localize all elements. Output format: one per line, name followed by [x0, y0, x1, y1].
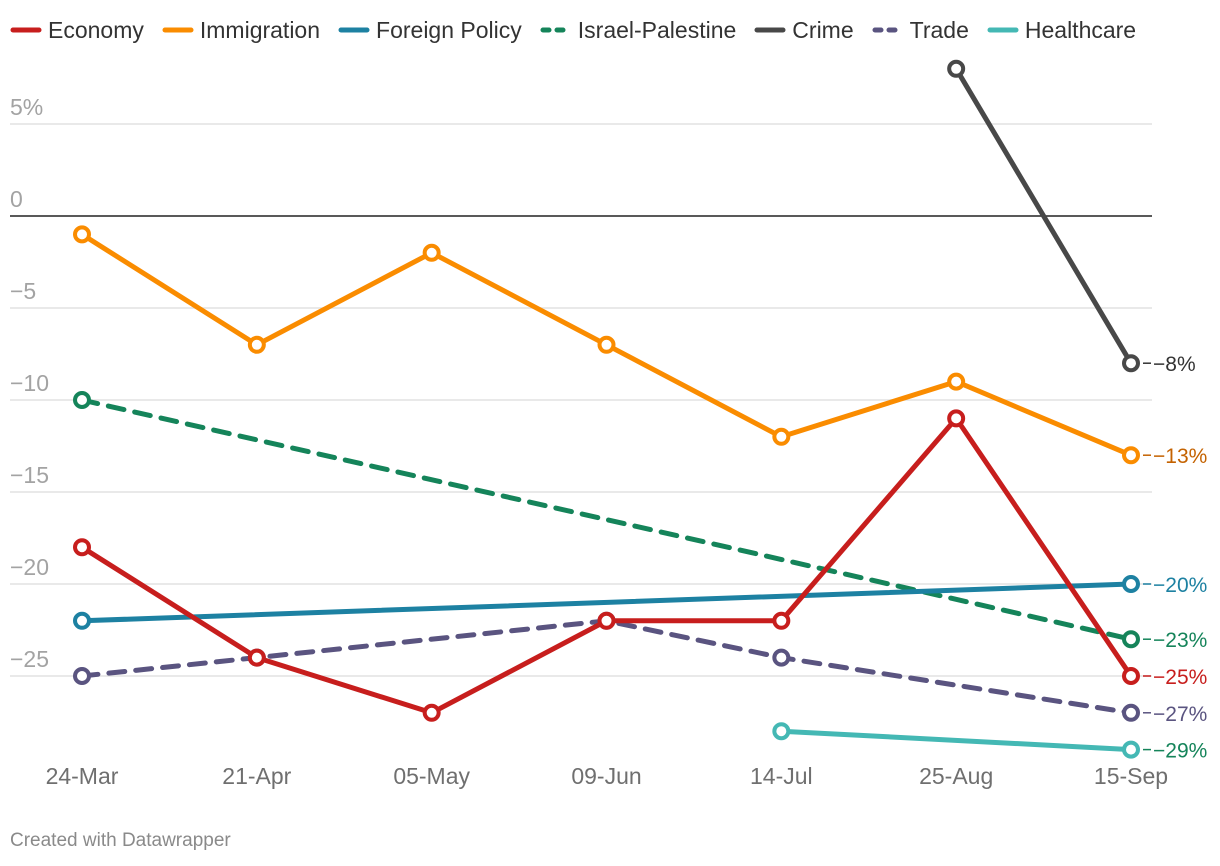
x-tick-label: 15-Sep [1094, 763, 1168, 789]
x-tick-label: 05-May [393, 763, 470, 789]
y-tick-label: 5% [10, 94, 43, 120]
data-point-crime [947, 59, 966, 78]
data-point-healthcare [1122, 740, 1140, 759]
data-point-economy [597, 611, 616, 630]
legend-label-immigration: Immigration [199, 16, 321, 43]
data-point-immigration [772, 427, 791, 446]
x-axis-tick-labels: 24-Mar 21-Apr 05-May 09-Jun 14-Jul 25-Aug 15-S… [46, 763, 1169, 789]
legend-label-foreign-policy: Foreign Policy [376, 16, 522, 43]
data-point-immigration [73, 225, 91, 244]
legend-item-foreign-policy: Foreign Policy [338, 17, 522, 44]
data-point-economy [247, 648, 266, 667]
legend-label-crime: Crime [792, 16, 854, 43]
legend-swatch-trade [872, 27, 904, 33]
legend-swatch-healthcare [987, 27, 1019, 33]
y-tick-label: −10 [10, 370, 49, 396]
x-tick-label: 25-Aug [919, 763, 993, 789]
end-label-crime: −8% [1153, 353, 1196, 376]
legend-item-economy: Economy [10, 17, 144, 44]
x-tick-label: 14-Jul [750, 763, 813, 789]
y-tick-label: −20 [10, 554, 49, 580]
y-tick-label: −25 [10, 646, 49, 672]
legend-swatch-israel-palestine [540, 27, 572, 33]
data-point-israel-palestine [1122, 630, 1140, 649]
legend-item-crime: Crime [754, 16, 854, 44]
legend-swatch-economy [10, 27, 42, 33]
y-tick-label: 0 [10, 186, 23, 212]
data-point-economy [772, 611, 791, 630]
series-line-foreign-policy [79, 581, 1134, 624]
legend-swatch-foreign-policy [338, 27, 370, 33]
series-line-healthcare [778, 728, 1134, 753]
y-tick-label: −15 [10, 462, 49, 488]
series-line-economy [79, 415, 1134, 716]
end-labels: −29% −27% −8% −23% −20% −13% −25% [1143, 353, 1207, 763]
legend-label-economy: Economy [48, 16, 144, 43]
x-tick-label: 09-Jun [571, 763, 641, 789]
data-point-economy [73, 538, 91, 557]
y-axis-tick-labels: 5% 0 −5 −10 −15 −20 −25 [10, 94, 49, 672]
legend-label-israel-palestine: Israel-Palestine [577, 16, 737, 43]
x-tick-label: 24-Mar [46, 763, 119, 789]
legend-item-immigration: Immigration [162, 17, 320, 44]
end-label-healthcare: −29% [1153, 740, 1207, 763]
end-label-economy: −25% [1153, 666, 1207, 689]
data-point-economy [1122, 667, 1140, 685]
data-point-trade [772, 648, 791, 667]
data-point-immigration [1122, 446, 1140, 465]
legend-swatch-crime [754, 27, 786, 33]
y-tick-label: −5 [10, 278, 36, 304]
data-point-foreign-policy [73, 611, 91, 630]
gridlines [10, 123, 1152, 677]
series-line-israel-palestine [79, 397, 1134, 642]
legend-item-healthcare: Healthcare [987, 17, 1136, 44]
end-label-trade: −27% [1153, 703, 1207, 726]
series-lines [79, 66, 1134, 753]
legend-label-healthcare: Healthcare [1024, 16, 1137, 43]
series-points [73, 59, 1140, 759]
data-point-trade [1122, 703, 1140, 722]
data-point-immigration [947, 372, 966, 391]
data-point-healthcare [772, 722, 791, 741]
legend-item-trade: Trade [872, 17, 969, 44]
data-point-crime [1122, 354, 1140, 373]
end-label-israel-palestine: −23% [1153, 629, 1207, 652]
data-point-israel-palestine [73, 391, 91, 409]
data-point-immigration [247, 335, 266, 354]
legend-label-trade: Trade [909, 16, 969, 43]
x-tick-label: 21-Apr [222, 763, 291, 789]
data-point-immigration [422, 243, 441, 262]
series-line-crime [953, 66, 1134, 366]
series-line-trade [79, 618, 1134, 716]
end-label-immigration: −13% [1153, 445, 1207, 468]
legend-swatch-immigration [162, 27, 194, 33]
data-point-economy [422, 703, 441, 722]
data-point-economy [947, 409, 966, 428]
legend-item-israel-palestine: Israel-Palestine [540, 16, 737, 44]
data-point-foreign-policy [1122, 575, 1140, 593]
credit-text: Created with Datawrapper [10, 830, 231, 851]
data-point-immigration [597, 335, 616, 354]
end-label-foreign-policy: −20% [1153, 574, 1207, 597]
legend: Economy Immigration Foreign Policy Israel-P… [10, 14, 1154, 46]
data-point-trade [73, 667, 91, 685]
